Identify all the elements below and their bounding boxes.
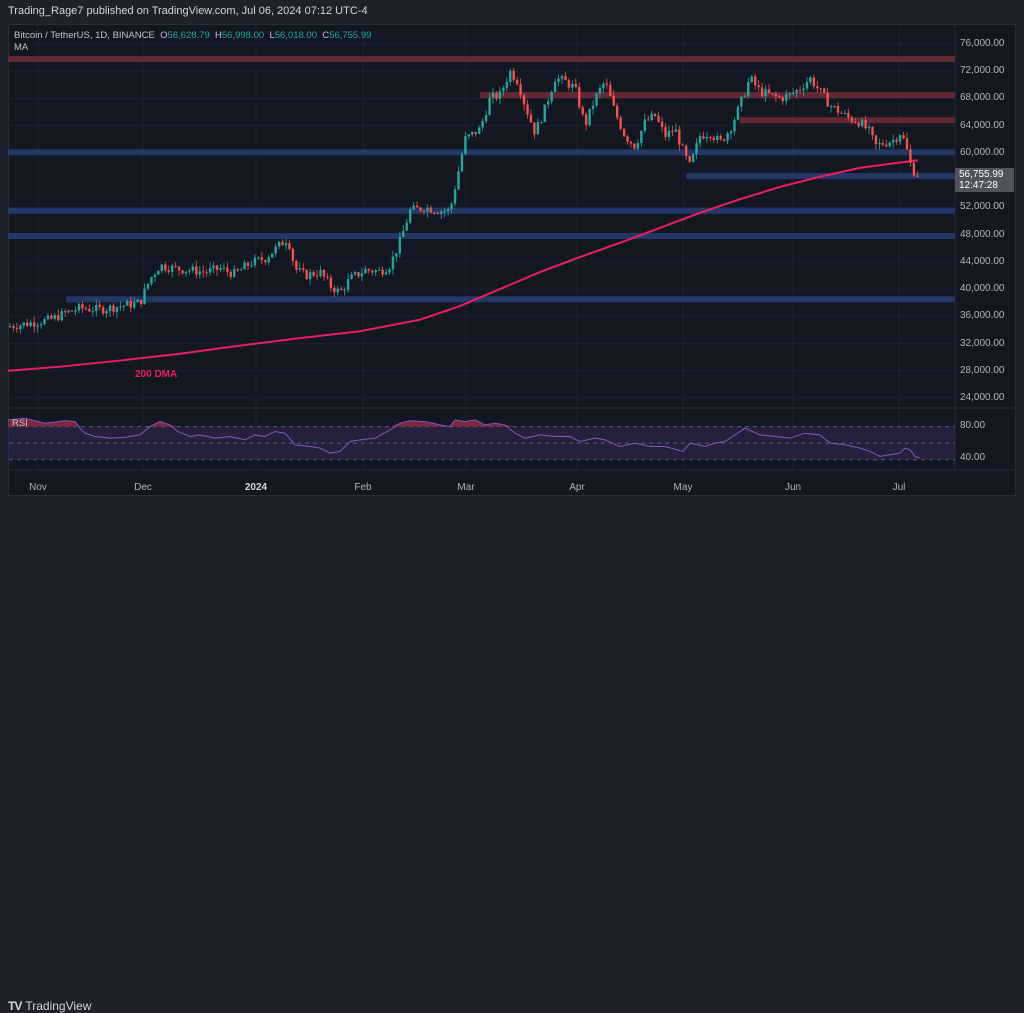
bar-countdown: 12:47:28 — [959, 180, 998, 191]
time-tick: Dec — [134, 482, 152, 493]
time-tick: Apr — [569, 482, 585, 493]
rsi-tick-40: 40.00 — [960, 452, 986, 463]
price-tick: 60,000.00 — [960, 146, 1005, 158]
open-value: 56,628.79 — [167, 30, 210, 41]
symbol-name: Bitcoin / TetherUS, 1D, BINANCE — [14, 30, 155, 41]
price-tick: 72,000.00 — [960, 65, 1005, 77]
price-tick: 28,000.00 — [960, 364, 1005, 376]
price-chart[interactable] — [0, 0, 1024, 524]
price-tick: 36,000.00 — [960, 310, 1005, 322]
rsi-tick-80: 80.00 — [960, 420, 986, 431]
time-tick: Nov — [29, 482, 47, 493]
last-price: 56,755.99 — [959, 169, 1004, 180]
price-tick: 48,000.00 — [960, 228, 1005, 240]
tradingview-logo-icon: TV — [8, 999, 22, 1013]
price-tick: 40,000.00 — [960, 283, 1005, 295]
price-tick: 76,000.00 — [960, 38, 1005, 49]
high-value: 56,998.00 — [221, 30, 265, 41]
time-tick: Jun — [784, 482, 802, 493]
published-info: Trading_Rage7 published on TradingView.c… — [8, 5, 368, 17]
price-tick: 68,000.00 — [960, 92, 1005, 104]
symbol-legend: Bitcoin / TetherUS, 1D, BINANCE O56,628.… — [14, 29, 371, 42]
ma-indicator-label[interactable]: MA — [14, 42, 29, 53]
tradingview-logo[interactable]: TV TradingView — [8, 999, 91, 1013]
rsi-indicator-label[interactable]: RSI — [12, 418, 28, 429]
tradingview-brand: TradingView — [25, 999, 92, 1013]
high-label: H — [215, 30, 222, 41]
chart-panel[interactable] — [8, 24, 1016, 496]
price-tick: 32,000.00 — [960, 337, 1005, 349]
time-tick: Feb — [354, 482, 372, 493]
low-value: 56,018.00 — [274, 30, 317, 41]
price-tick: 44,000.00 — [960, 255, 1005, 267]
time-tick: Jul — [892, 482, 906, 493]
footer-bar: TV TradingView — [0, 496, 1024, 1013]
price-tick: 64,000.00 — [960, 119, 1005, 131]
close-value: 56,755.99 — [329, 30, 372, 41]
price-tick: 24,000.00 — [960, 392, 1005, 403]
time-tick: May — [673, 482, 693, 493]
time-tick: Mar — [457, 482, 475, 493]
publish-header: Trading_Rage7 published on TradingView.c… — [0, 0, 1024, 24]
low-label: L — [269, 30, 275, 41]
time-tick: 2024 — [244, 482, 268, 493]
price-tick: 52,000.00 — [960, 201, 1005, 213]
dma-annotation: 200 DMA — [135, 369, 178, 380]
open-label: O — [160, 30, 168, 41]
close-label: C — [322, 30, 330, 41]
last-price-tag: 56,755.99 12:47:28 — [955, 168, 1014, 192]
